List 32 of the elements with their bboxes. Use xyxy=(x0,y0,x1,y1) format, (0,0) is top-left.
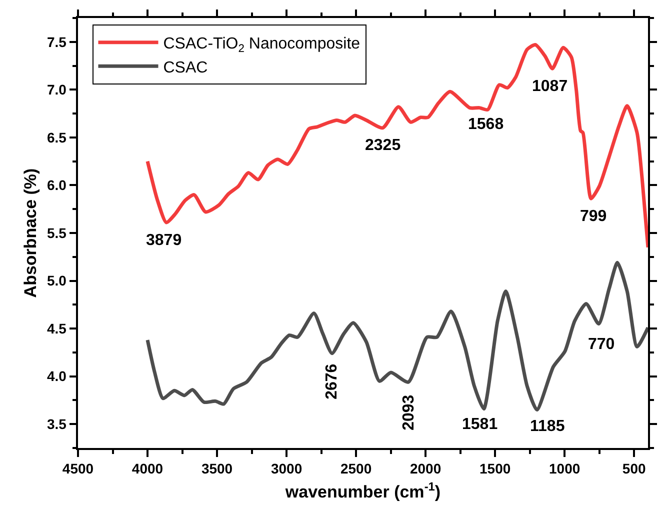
annotation: 1581 xyxy=(462,416,498,433)
x-axis-title: wavenumber (cm$^{-1}$) xyxy=(284,479,441,502)
y-tick-label: 3.5 xyxy=(46,416,67,432)
y-tick-label: 6.0 xyxy=(46,177,67,194)
y-tick-label: 5.5 xyxy=(46,224,67,241)
annotation: 1087 xyxy=(532,78,568,95)
x-tick-label: 2000 xyxy=(410,460,442,477)
annotation: 770 xyxy=(588,336,615,353)
annotation: 2325 xyxy=(365,137,401,154)
x-tick-label: 1500 xyxy=(479,460,511,477)
x-tick-label: 4500 xyxy=(62,460,94,477)
y-tick-label: 4.5 xyxy=(46,320,67,336)
annotation: 1568 xyxy=(468,116,504,133)
annotation: 799 xyxy=(580,208,607,225)
y-tick-label: 7.0 xyxy=(46,82,67,98)
x-tick-label: 4000 xyxy=(132,460,164,477)
y-tick-label: 6.5 xyxy=(46,129,67,146)
annotation: 3879 xyxy=(146,232,182,249)
annotation: 1185 xyxy=(530,418,565,435)
y-tick-label: 7.5 xyxy=(46,34,67,50)
x-tick-label: 2500 xyxy=(340,460,372,477)
x-tick-label: 3000 xyxy=(270,460,302,477)
legend-label: CSAC xyxy=(163,59,208,76)
annotation: 2676 xyxy=(324,364,341,400)
legend-label: CSAC-TiO$_{2}$ Nanocomposite xyxy=(163,36,360,55)
x-tick-label: 500 xyxy=(622,460,646,477)
y-tick-label: 5.0 xyxy=(46,272,67,289)
annotation: 2093 xyxy=(400,394,418,430)
y-axis-title: Absorbnace (%) xyxy=(21,168,40,298)
x-tick-label: 3500 xyxy=(201,460,233,477)
y-tick-label: 4.0 xyxy=(46,368,67,384)
x-tick-label: 1000 xyxy=(549,460,580,477)
